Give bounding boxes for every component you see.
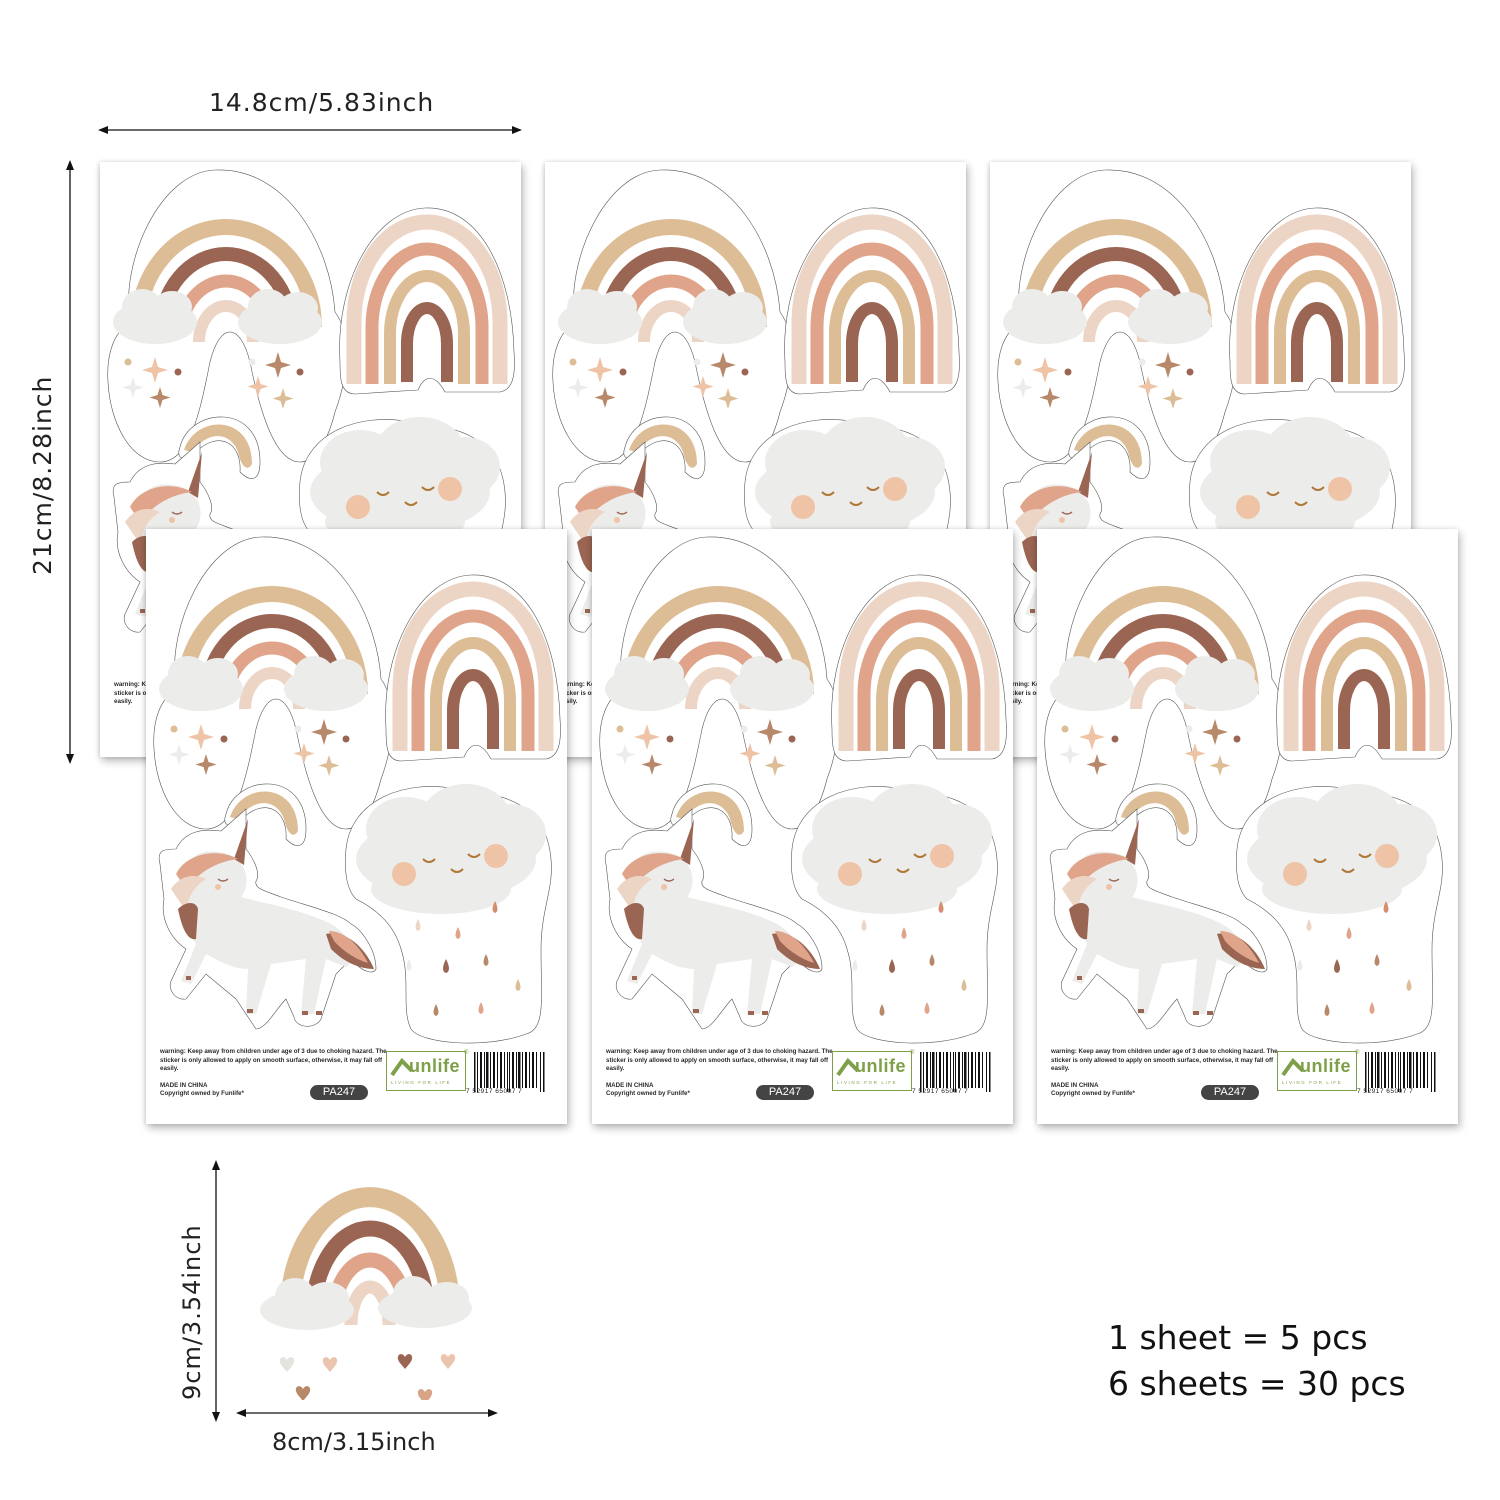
made-in-label: MADE IN CHINA [1051,1082,1099,1089]
width-arrow-icon [98,126,522,134]
sticker-art [592,529,1013,1124]
product-code-badge: PA247 [756,1085,814,1100]
made-in-label: MADE IN CHINA [606,1082,654,1089]
warning-text: warning: Keep away from children under a… [606,1048,833,1073]
product-code-badge: PA247 [1201,1085,1259,1100]
brand-word: unlife [409,1056,460,1076]
copyright-label: Copyright owned by Funlife* [606,1090,690,1097]
brand-logo: unlife LIVING FOR LIFE [386,1051,466,1091]
made-in-text: MADE IN CHINA Copyright owned by Funlife… [160,1082,244,1098]
sheet-footer: warning: Keep away from children under a… [1051,1048,1451,1108]
height-arrow-icon [66,160,74,764]
sticker-art [1037,529,1458,1124]
made-in-text: MADE IN CHINA Copyright owned by Funlife… [1051,1082,1135,1098]
brand-logo: unlife LIVING FOR LIFE [832,1051,912,1091]
brand-logo: unlife LIVING FOR LIFE [1277,1051,1357,1091]
sticker-art [146,529,567,1124]
sheet-footer: warning: Keep away from children under a… [606,1048,1006,1108]
registered-mark: ® [910,1050,915,1056]
house-roof-icon [390,1057,414,1077]
registered-mark: ® [1355,1050,1360,1056]
brand-word: unlife [855,1056,906,1076]
house-roof-icon [836,1057,860,1077]
quantity-line-1: 1 sheet = 5 pcs [1108,1318,1368,1357]
copyright-label: Copyright owned by Funlife* [1051,1090,1135,1097]
copyright-label: Copyright owned by Funlife* [160,1090,244,1097]
sticker-sheet-front-1: warning: Keep away from children under a… [146,529,567,1124]
registered-mark: ® [464,1050,469,1056]
brand-tagline: LIVING FOR LIFE [837,1080,898,1085]
sheet-footer: warning: Keep away from children under a… [160,1048,560,1108]
barcode-icon [474,1052,545,1092]
made-in-text: MADE IN CHINA Copyright owned by Funlife… [606,1082,690,1098]
made-in-label: MADE IN CHINA [160,1082,208,1089]
brand-tagline: LIVING FOR LIFE [391,1080,452,1085]
barcode-number: 7 52917 65007 7 [912,1088,969,1095]
brand-tagline: LIVING FOR LIFE [1282,1080,1343,1085]
brand-word: unlife [1300,1056,1351,1076]
barcode-number: 7 52917 65007 7 [1357,1088,1414,1095]
single-height-label: 9cm/3.54inch [178,1224,206,1400]
single-width-arrow-icon [236,1409,498,1417]
sheet-height-label: 21cm/8.28inch [28,375,57,575]
single-height-arrow-icon [212,1160,220,1422]
product-code-badge: PA247 [310,1085,368,1100]
barcode-icon [1365,1052,1436,1092]
sticker-sheet-front-3: warning: Keep away from children under a… [1037,529,1458,1124]
barcode-number: 7 52917 65007 7 [466,1088,523,1095]
quantity-line-2: 6 sheets = 30 pcs [1108,1364,1406,1403]
house-roof-icon [1281,1057,1305,1077]
single-rainbow-sticker [260,1187,472,1400]
sticker-sheet-front-2: warning: Keep away from children under a… [592,529,1013,1124]
sheet-width-label: 14.8cm/5.83inch [209,88,435,117]
single-width-label: 8cm/3.15inch [272,1428,436,1456]
warning-text: warning: Keep away from children under a… [160,1048,387,1073]
barcode-icon [920,1052,991,1092]
warning-text: warning: Keep away from children under a… [1051,1048,1278,1073]
